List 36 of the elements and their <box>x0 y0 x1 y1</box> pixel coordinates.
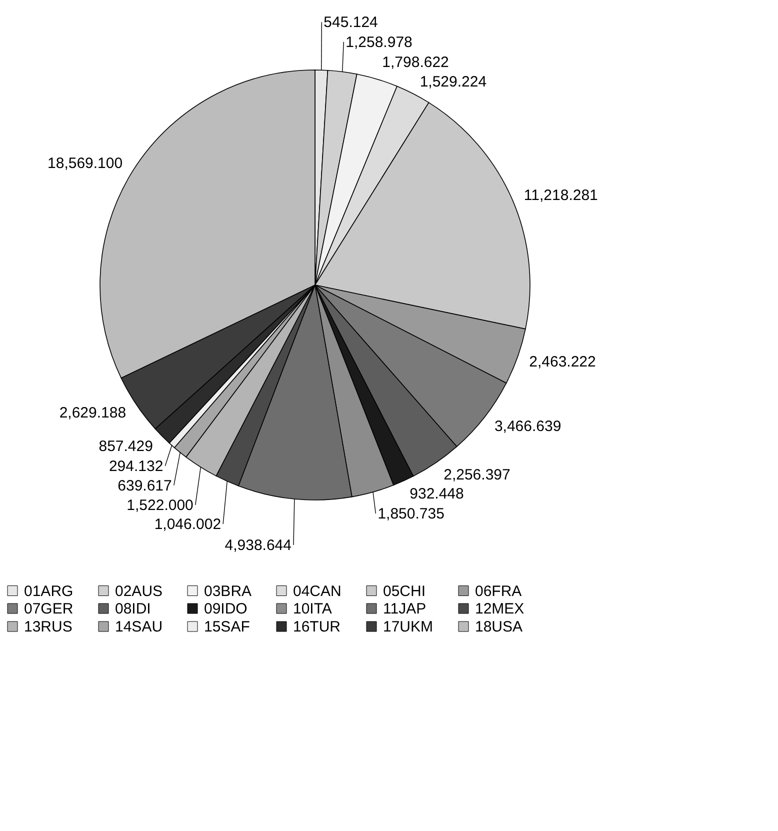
legend-label: 06FRA <box>475 582 522 600</box>
legend-label: 18USA <box>475 618 523 636</box>
data-label: 857.429 <box>98 438 153 455</box>
data-label: 2,629.188 <box>59 404 126 422</box>
data-label: 1,529.224 <box>420 73 487 90</box>
data-label: 3,466.639 <box>494 418 562 435</box>
data-label: 2,463.222 <box>529 353 596 370</box>
legend-label: 10ITA <box>293 600 332 618</box>
data-label: 545.124 <box>324 14 378 32</box>
legend-label: 04CAN <box>293 582 342 600</box>
legend-label: 01ARG <box>24 582 74 600</box>
legend-label: 12MEX <box>475 600 524 618</box>
legend-label: 13RUS <box>24 618 72 636</box>
data-label: 1,798.622 <box>382 54 449 71</box>
data-label: 4,938.644 <box>224 536 292 554</box>
data-label: 1,522.000 <box>126 496 194 514</box>
legend-label: 14SAU <box>115 618 163 636</box>
legend-label: 07GER <box>24 600 74 618</box>
legend-label: 15SAF <box>204 618 250 636</box>
data-label: 294.132 <box>108 458 164 475</box>
data-label: 639.617 <box>118 477 172 494</box>
legend-label: 02AUS <box>115 582 163 600</box>
legend-label: 03BRA <box>204 582 252 600</box>
legend-label: 11JAP <box>383 600 426 618</box>
data-label: 18,569.100 <box>48 155 123 172</box>
data-label: 1,258.978 <box>346 34 412 51</box>
data-label: 2,256.397 <box>444 466 510 484</box>
data-label: 11,218.281 <box>524 187 598 204</box>
legend-label: 05CHI <box>383 582 426 600</box>
data-label: 1,046.002 <box>154 516 222 534</box>
legend-label: 08IDI <box>115 600 151 618</box>
data-label: 932.448 <box>410 486 464 503</box>
legend-label: 16TUR <box>293 618 341 636</box>
data-label: 1,850.735 <box>378 506 444 523</box>
legend-label: 17UKM <box>383 618 434 636</box>
legend-label: 09IDO <box>204 600 248 618</box>
